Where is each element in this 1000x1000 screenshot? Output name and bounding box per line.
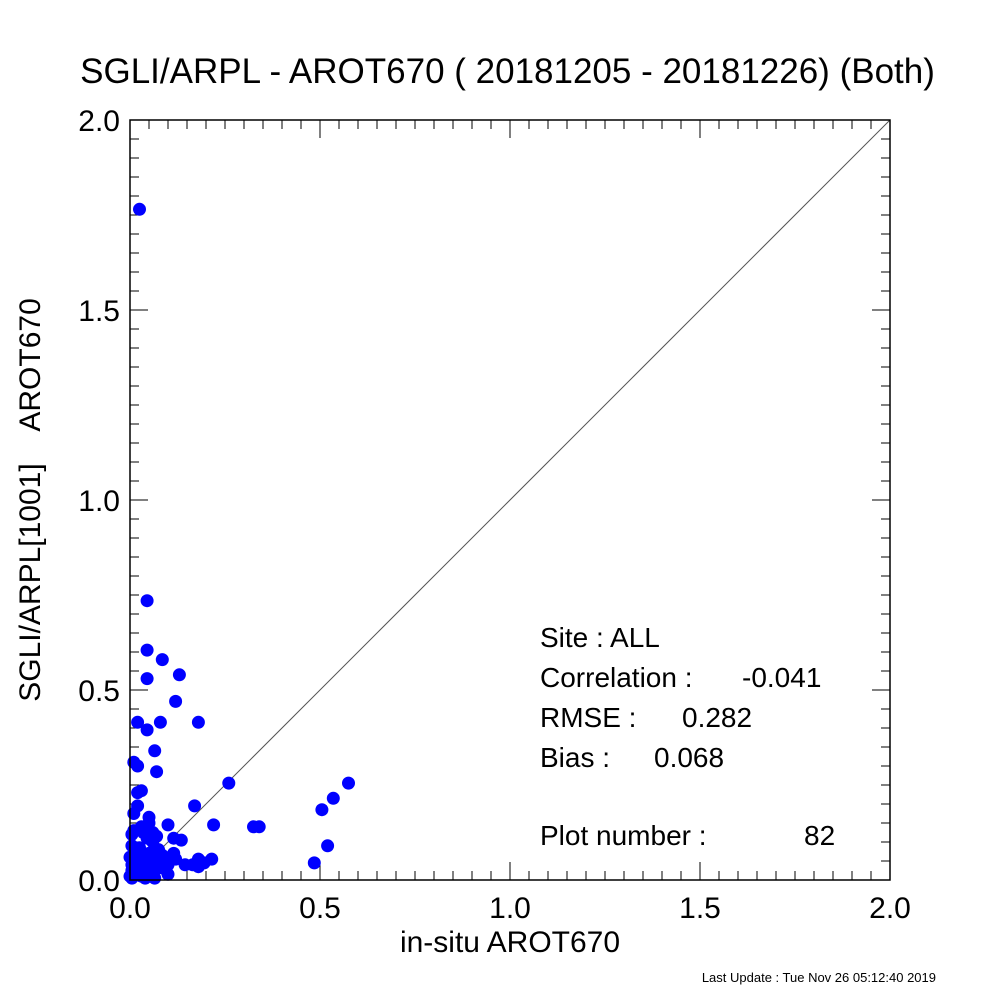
site-text: Site : ALL [540, 622, 660, 653]
x-tick-label: 0.5 [299, 892, 341, 925]
data-point [169, 694, 183, 708]
rmse-label: RMSE : [540, 702, 637, 733]
tick-marks [129, 119, 891, 881]
one-to-one-line [129, 119, 891, 881]
data-point [172, 668, 186, 682]
data-point [307, 856, 321, 870]
data-point [131, 759, 145, 773]
x-tick-label: 0.0 [109, 892, 151, 925]
plot-number-label: Plot number : [540, 820, 707, 851]
data-point [157, 862, 171, 876]
last-update-text: Last Update : Tue Nov 26 05:12:40 2019 [701, 970, 936, 985]
data-point [252, 820, 266, 834]
data-point [155, 653, 169, 667]
data-point [131, 715, 145, 729]
y-tick-label: 2.0 [78, 105, 120, 138]
data-point [321, 839, 335, 853]
data-point [138, 871, 152, 885]
data-points [123, 202, 355, 885]
x-tick-label: 1.0 [489, 892, 531, 925]
data-point [133, 852, 146, 866]
data-point [207, 818, 221, 832]
data-point [150, 765, 164, 779]
y-tick-label: 1.5 [78, 295, 120, 328]
data-point [148, 871, 162, 885]
correlation-value: -0.041 [742, 662, 822, 693]
x-tick-label: 2.0 [869, 892, 911, 925]
data-point [140, 643, 154, 657]
data-point [146, 835, 160, 849]
data-point [153, 715, 167, 729]
correlation-label: Correlation : [540, 662, 693, 693]
data-point [140, 723, 154, 737]
data-point [315, 803, 329, 817]
data-point [133, 202, 146, 216]
data-point [131, 786, 145, 800]
data-point [134, 820, 148, 834]
data-point [342, 776, 355, 790]
tick-labels: 0.0 0.5 1.0 1.5 2.0 0.0 0.5 1.0 1.5 2.0 [78, 105, 911, 925]
data-point [125, 871, 139, 885]
data-point [148, 744, 162, 758]
data-point [222, 776, 236, 790]
plot-number-value: 82 [804, 820, 836, 851]
data-point [191, 715, 205, 729]
data-point [140, 594, 154, 608]
data-point [140, 672, 154, 686]
data-point [326, 791, 340, 805]
data-point [191, 860, 205, 874]
data-point [174, 833, 188, 847]
data-point [155, 848, 169, 862]
y-tick-label: 0.0 [78, 865, 120, 898]
plot-frame [129, 119, 891, 881]
data-point [161, 818, 175, 832]
bias-value: 0.068 [654, 742, 725, 773]
bias-label: Bias : [540, 742, 611, 773]
x-axis-label: in-situ AROT670 [400, 926, 620, 959]
rmse-value: 0.282 [682, 702, 753, 733]
y-tick-label: 0.5 [78, 675, 120, 708]
data-point [188, 799, 202, 813]
y-axis-label: SGLI/ARPL[1001] AROT670 [14, 298, 47, 702]
x-tick-label: 1.5 [679, 892, 721, 925]
y-tick-label: 1.0 [78, 485, 120, 518]
chart-title: SGLI/ARPL - AROT670 ( 20181205 - 2018122… [80, 52, 935, 91]
